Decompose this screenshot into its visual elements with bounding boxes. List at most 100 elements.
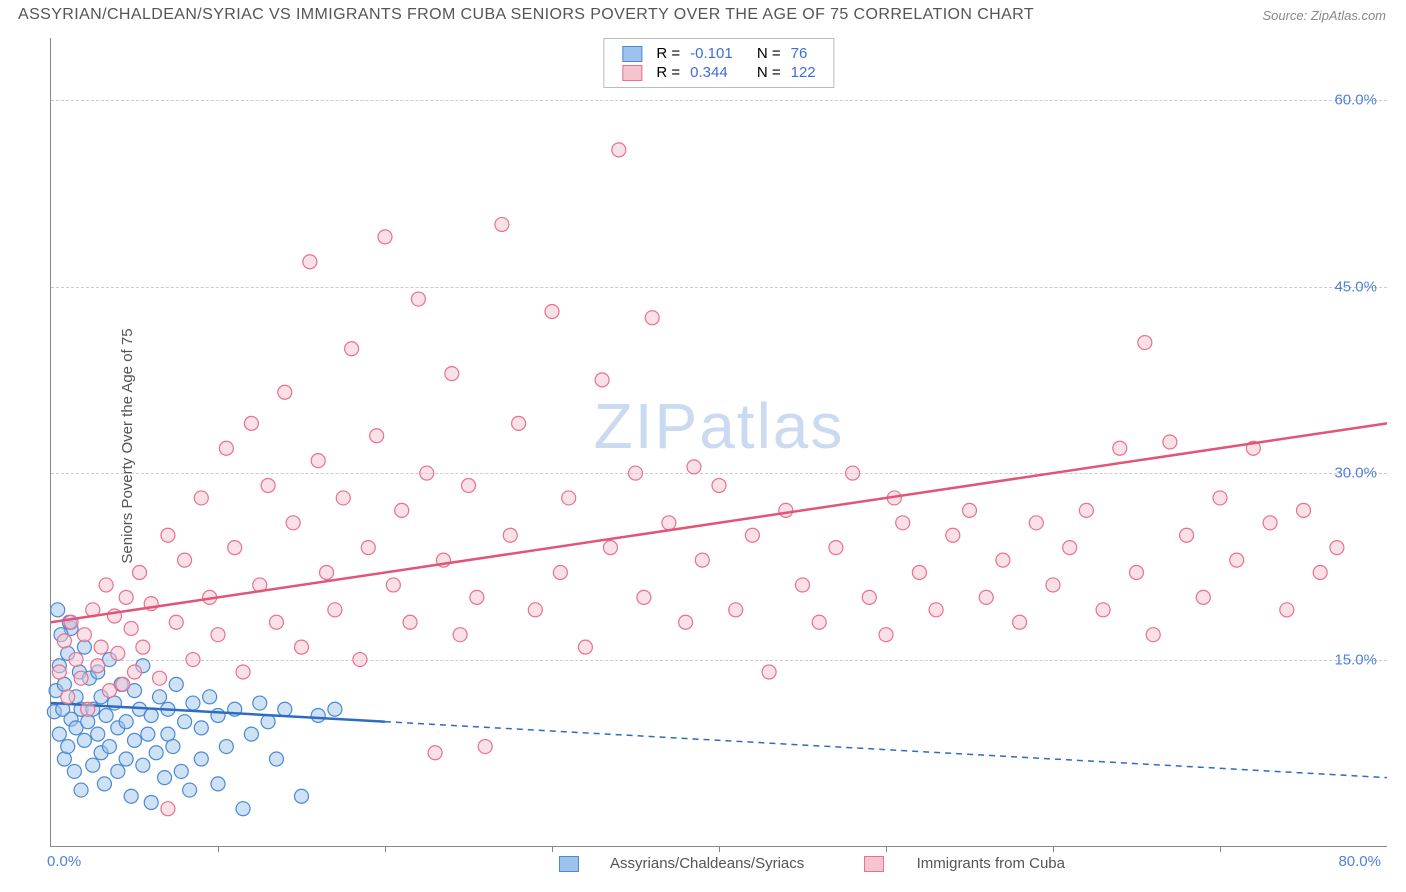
scatter-point bbox=[445, 367, 459, 381]
scatter-point bbox=[295, 640, 309, 654]
scatter-point bbox=[194, 721, 208, 735]
scatter-point bbox=[645, 311, 659, 325]
scatter-point bbox=[353, 653, 367, 667]
scatter-point bbox=[94, 640, 108, 654]
scatter-point bbox=[149, 746, 163, 760]
scatter-point bbox=[320, 566, 334, 580]
scatter-point bbox=[553, 566, 567, 580]
scatter-point bbox=[91, 659, 105, 673]
scatter-point bbox=[303, 255, 317, 269]
scatter-point bbox=[119, 590, 133, 604]
scatter-point bbox=[453, 628, 467, 642]
scatter-point bbox=[1113, 441, 1127, 455]
scatter-point bbox=[153, 671, 167, 685]
scatter-point bbox=[1046, 578, 1060, 592]
y-axis-tick-label: 45.0% bbox=[1334, 278, 1377, 295]
scatter-point bbox=[1063, 541, 1077, 555]
plot-area: ZIPatlas R = -0.101 N = 76 R = 0.344 N = bbox=[50, 38, 1387, 847]
scatter-point bbox=[1130, 566, 1144, 580]
scatter-point bbox=[712, 479, 726, 493]
scatter-point bbox=[478, 740, 492, 754]
scatter-point bbox=[295, 789, 309, 803]
scatter-point bbox=[503, 528, 517, 542]
scatter-point bbox=[57, 752, 71, 766]
trend-line bbox=[51, 423, 1387, 622]
scatter-point bbox=[695, 553, 709, 567]
scatter-point bbox=[896, 516, 910, 530]
scatter-point bbox=[69, 653, 83, 667]
scatter-point bbox=[99, 708, 113, 722]
scatter-point bbox=[99, 578, 113, 592]
scatter-point bbox=[91, 727, 105, 741]
scatter-point bbox=[1079, 503, 1093, 517]
source-label: Source: ZipAtlas.com bbox=[1262, 8, 1386, 23]
scatter-point bbox=[629, 466, 643, 480]
x-axis-tick-start: 0.0% bbox=[47, 853, 81, 870]
scatter-point bbox=[61, 690, 75, 704]
scatter-point bbox=[116, 677, 130, 691]
scatter-point bbox=[161, 802, 175, 816]
scatter-point bbox=[186, 696, 200, 710]
scatter-point bbox=[52, 727, 66, 741]
scatter-point bbox=[462, 479, 476, 493]
scatter-point bbox=[829, 541, 843, 555]
scatter-point bbox=[578, 640, 592, 654]
y-axis-tick-label: 15.0% bbox=[1334, 651, 1377, 668]
scatter-point bbox=[244, 416, 258, 430]
scatter-point bbox=[74, 783, 88, 797]
scatter-point bbox=[311, 708, 325, 722]
scatter-plot-svg bbox=[51, 38, 1387, 846]
scatter-point bbox=[403, 615, 417, 629]
scatter-point bbox=[912, 566, 926, 580]
scatter-point bbox=[174, 764, 188, 778]
scatter-point bbox=[328, 702, 342, 716]
scatter-point bbox=[86, 758, 100, 772]
scatter-point bbox=[144, 708, 158, 722]
scatter-point bbox=[946, 528, 960, 542]
scatter-point bbox=[637, 590, 651, 604]
scatter-point bbox=[1297, 503, 1311, 517]
scatter-point bbox=[77, 733, 91, 747]
scatter-point bbox=[1280, 603, 1294, 617]
scatter-point bbox=[562, 491, 576, 505]
scatter-point bbox=[278, 702, 292, 716]
scatter-point bbox=[219, 740, 233, 754]
scatter-point bbox=[269, 615, 283, 629]
scatter-point bbox=[1213, 491, 1227, 505]
legend-swatch-bottom-2 bbox=[864, 856, 884, 872]
scatter-point bbox=[336, 491, 350, 505]
scatter-point bbox=[779, 503, 793, 517]
scatter-point bbox=[470, 590, 484, 604]
scatter-point bbox=[219, 441, 233, 455]
scatter-point bbox=[102, 684, 116, 698]
scatter-point bbox=[395, 503, 409, 517]
scatter-point bbox=[311, 454, 325, 468]
scatter-point bbox=[136, 758, 150, 772]
scatter-point bbox=[124, 621, 138, 635]
scatter-point bbox=[211, 628, 225, 642]
scatter-point bbox=[141, 727, 155, 741]
scatter-point bbox=[411, 292, 425, 306]
scatter-point bbox=[1146, 628, 1160, 642]
x-axis-tick bbox=[552, 846, 553, 852]
scatter-point bbox=[102, 740, 116, 754]
x-axis-tick bbox=[385, 846, 386, 852]
scatter-point bbox=[51, 603, 65, 617]
scatter-point bbox=[679, 615, 693, 629]
scatter-point bbox=[111, 764, 125, 778]
scatter-point bbox=[261, 715, 275, 729]
scatter-point bbox=[153, 690, 167, 704]
scatter-point bbox=[61, 740, 75, 754]
scatter-point bbox=[345, 342, 359, 356]
scatter-point bbox=[261, 479, 275, 493]
x-axis-tick bbox=[886, 846, 887, 852]
scatter-point bbox=[595, 373, 609, 387]
x-axis-tick bbox=[218, 846, 219, 852]
scatter-point bbox=[133, 566, 147, 580]
scatter-point bbox=[386, 578, 400, 592]
scatter-point bbox=[111, 646, 125, 660]
trend-line-extrapolated bbox=[385, 722, 1387, 778]
scatter-point bbox=[178, 715, 192, 729]
scatter-point bbox=[183, 783, 197, 797]
scatter-point bbox=[528, 603, 542, 617]
